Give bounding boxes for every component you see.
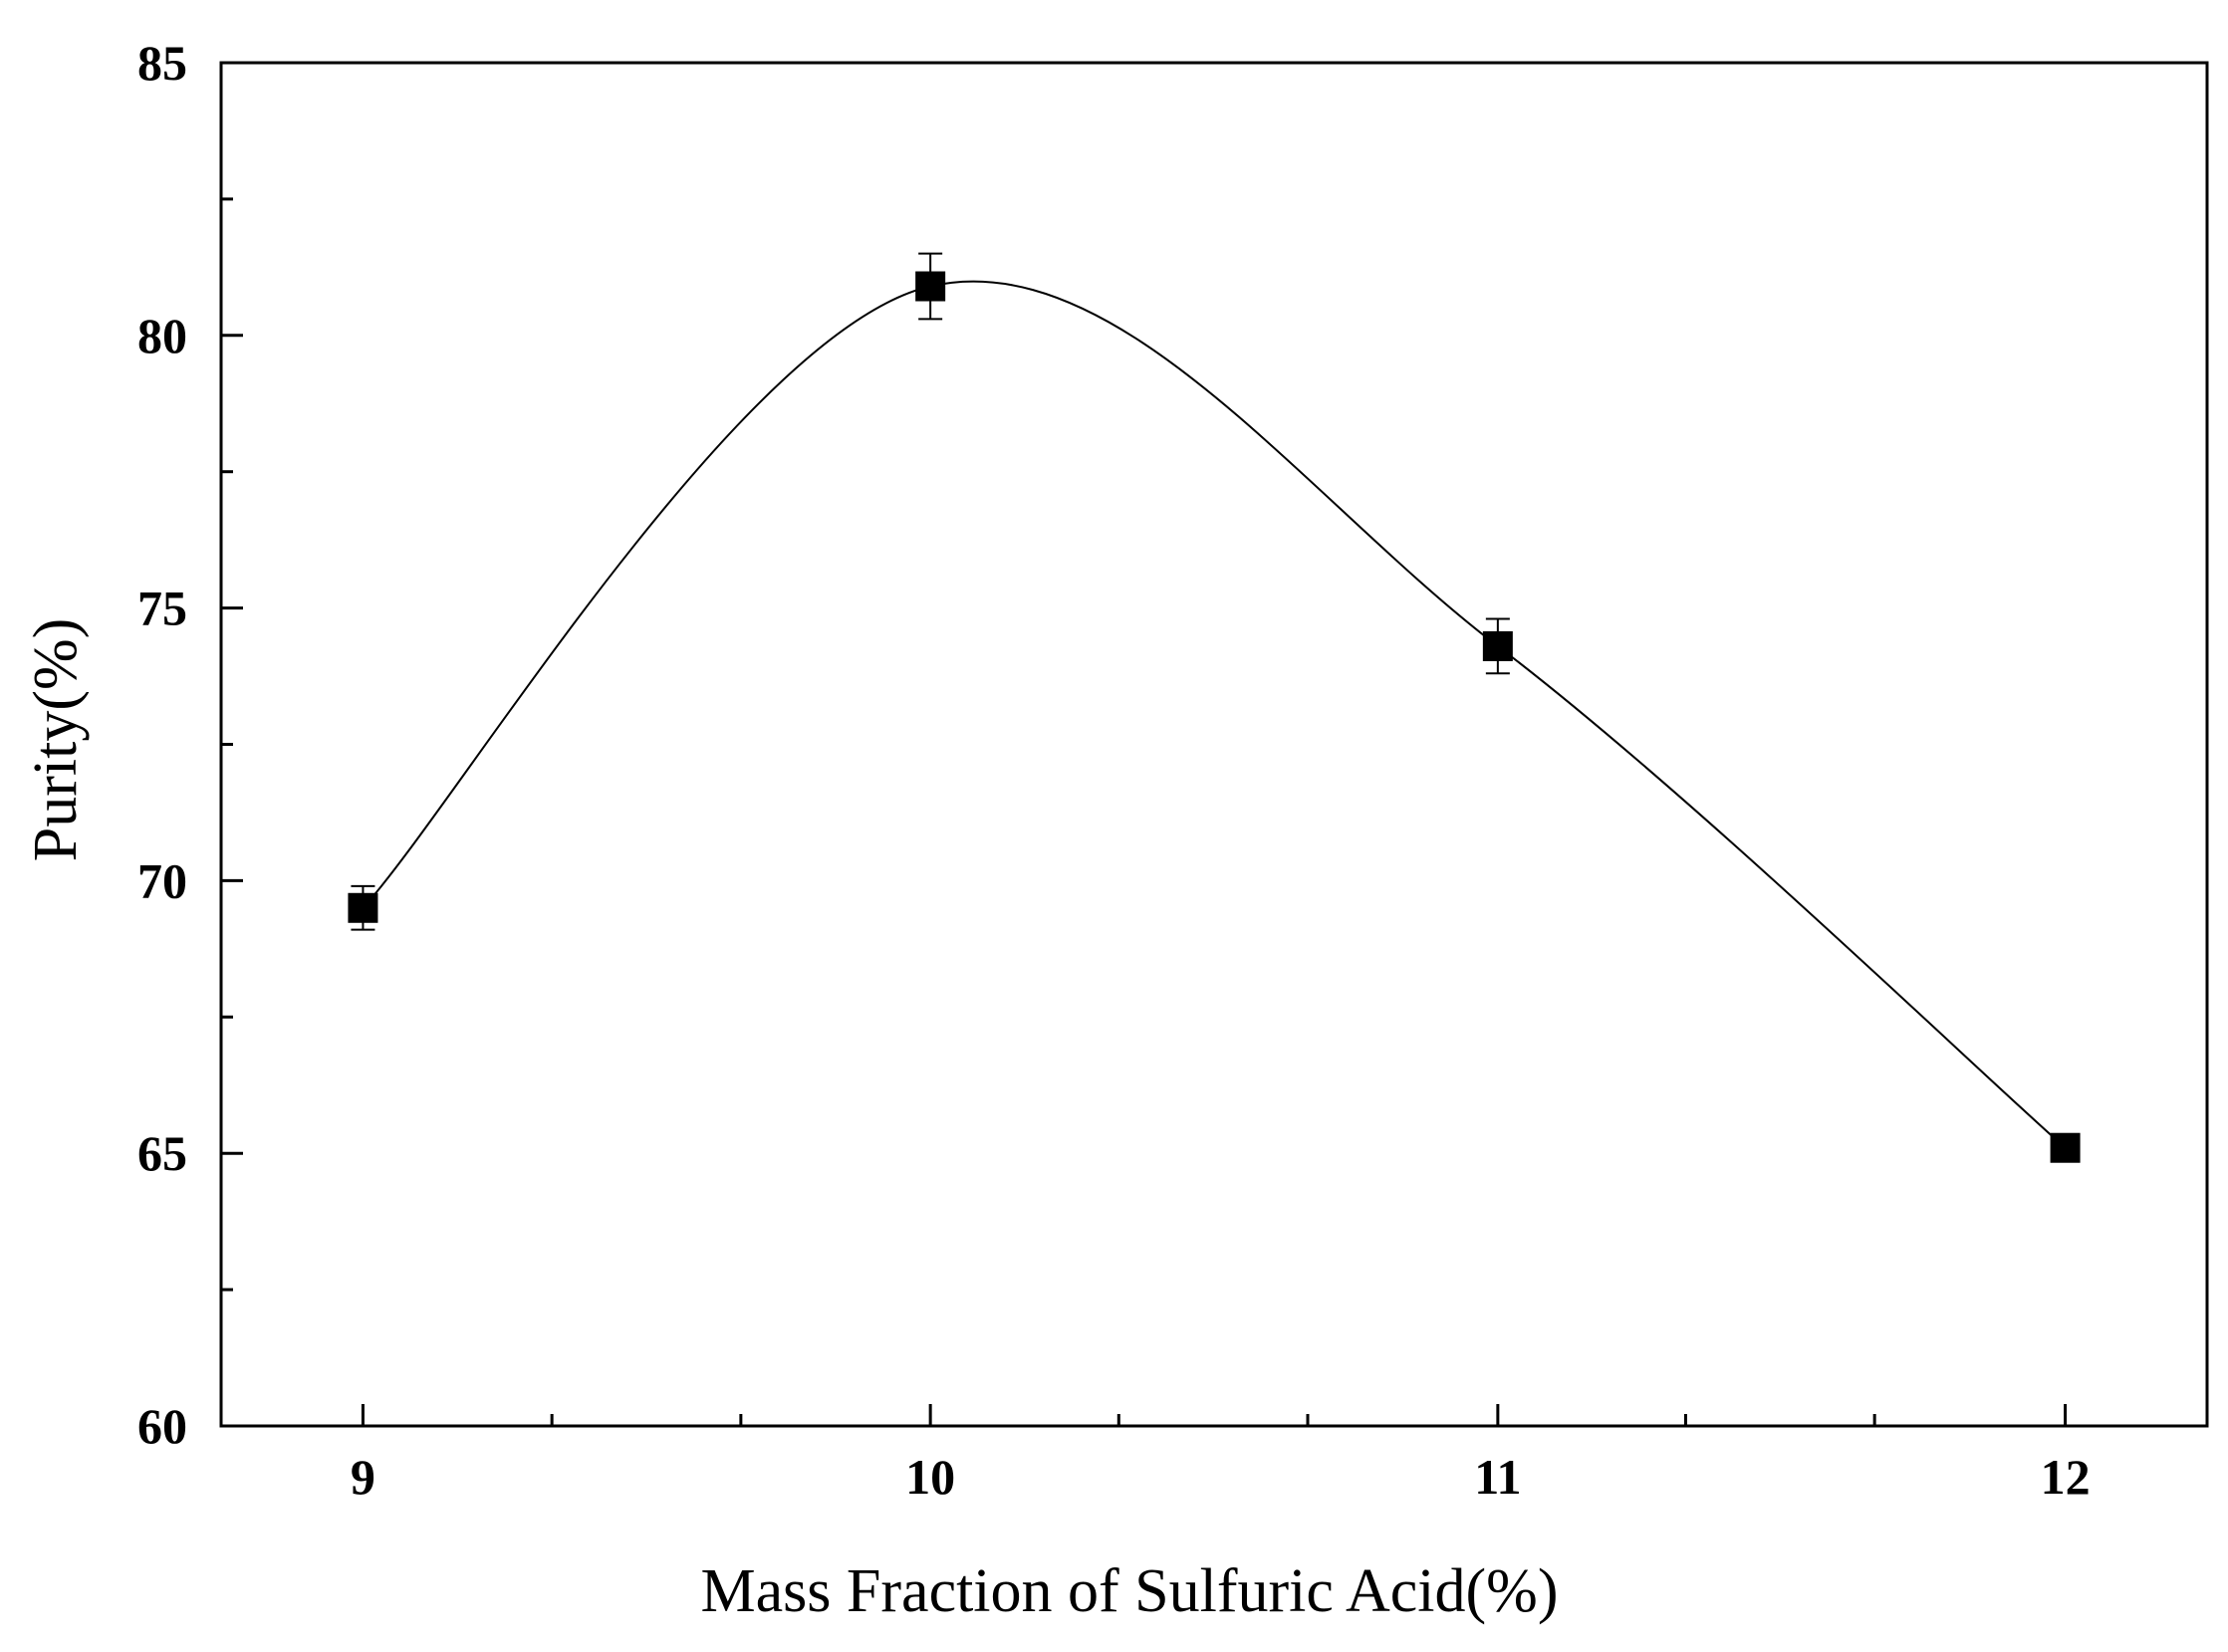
- plot-area: [219, 61, 2209, 1428]
- series-line: [362, 280, 2067, 1149]
- y-tick-label: 80: [137, 308, 187, 363]
- data-point: [2050, 1132, 2081, 1163]
- y-tick-label: 75: [137, 581, 187, 636]
- x-axis-title: Mass Fraction of Sulfuric Acid(%): [701, 1557, 1559, 1625]
- data-point: [915, 271, 946, 302]
- data-point: [348, 892, 378, 923]
- data-point: [1482, 630, 1513, 661]
- y-axis: 60 65 70 75 80 85: [137, 35, 243, 1454]
- plot-frame: [219, 61, 2209, 1428]
- y-tick-label: 85: [137, 35, 187, 91]
- y-tick-label: 60: [137, 1398, 187, 1454]
- x-axis: 9 10 11 12: [351, 1404, 2091, 1505]
- y-axis-title: Purity(%): [22, 618, 90, 862]
- series-layer: [348, 252, 2081, 1163]
- x-tick-label: 9: [351, 1449, 375, 1505]
- x-tick-label: 11: [1474, 1449, 1521, 1505]
- x-tick-label: 12: [2041, 1449, 2091, 1505]
- y-tick-label: 70: [137, 852, 187, 908]
- y-tick-label: 65: [137, 1125, 187, 1181]
- x-tick-label: 10: [905, 1449, 955, 1505]
